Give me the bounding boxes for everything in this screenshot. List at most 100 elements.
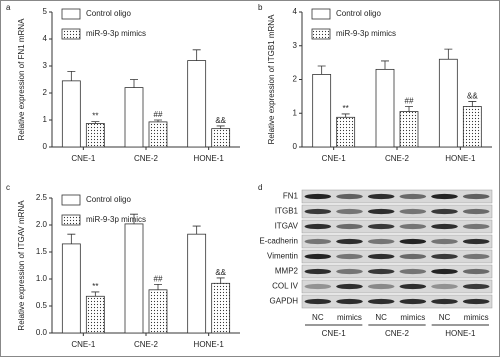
bar [124,87,144,148]
bar [312,74,332,148]
x-tick-label: CNE-1 [71,340,96,349]
band [304,253,332,260]
band [462,253,490,260]
legend-label: Control oligo [86,195,131,204]
band [462,238,490,245]
x-tick-label: HONE-1 [445,154,476,163]
band [431,253,458,260]
panel-label: b [258,3,263,12]
y-tick-label: 3 [43,61,48,70]
bar [124,223,144,334]
error-bar [67,71,76,81]
band [462,298,490,305]
band [462,223,490,230]
lane-label: mimics [337,313,362,322]
annotation: && [467,92,478,101]
y-tick-label: 0 [43,142,48,151]
error-bar [67,233,76,244]
band [462,193,490,200]
bar [148,289,168,334]
x-tick-label: CNE-2 [134,154,159,163]
y-tick-label: 2 [43,88,48,97]
legend-label: miR-9-3p mimics [86,215,146,224]
protein-label: ITGB1 [275,207,299,216]
group-label: CNE-1 [322,329,347,338]
x-tick-label: CNE-2 [385,154,410,163]
annotation: ** [92,112,98,121]
bar [211,128,231,148]
error-bar [154,284,162,290]
legend-label: Control oligo [86,9,131,18]
error-bar [192,49,201,61]
error-bar [216,277,225,284]
y-tick-label: 4 [43,34,48,43]
protein-label: GAPDH [270,297,299,306]
error-bar [317,65,326,75]
band [431,193,458,200]
legend-swatch [311,28,331,40]
x-tick-label: CNE-1 [71,154,96,163]
band [399,193,427,200]
band [431,268,458,275]
band [304,193,332,200]
x-tick-label: HONE-1 [194,340,225,349]
y-tick-label: 0.5 [36,301,48,310]
protein-label: COL IV [272,282,299,291]
bar [438,58,458,148]
band [367,223,395,230]
y-axis-title: Relative expression of ITGB1 mRNA [267,14,276,144]
protein-label: E-cadherin [259,237,298,246]
band [431,223,458,230]
bar [462,106,482,148]
error-bar [216,125,225,129]
band [431,298,458,305]
error-bar [444,48,453,60]
band [431,238,458,245]
band [399,268,427,275]
band [367,268,395,275]
lane-label: NC [439,313,451,322]
band [336,223,363,230]
error-bar [381,60,389,70]
error-bar [154,119,162,122]
band [336,268,363,275]
band [431,208,458,215]
band [336,193,363,200]
y-axis-title: Relative expression of FN1 mRNA [17,18,26,140]
blot-strip [301,189,493,204]
band [304,238,332,245]
error-bar [130,79,138,88]
band [367,238,395,245]
band [399,283,427,290]
blot-strip [301,279,493,294]
error-bar [91,121,100,124]
error-bar [91,291,100,297]
legend-label: Control oligo [336,9,381,18]
band [336,253,363,260]
blot-strip [301,249,493,264]
blot-strip [301,264,493,279]
lane-label: mimics [400,313,425,322]
bar [211,282,231,334]
bar [85,123,105,148]
y-tick-label: 1 [293,108,298,117]
error-bar [130,213,138,224]
band [462,283,490,290]
y-tick-label: 3 [293,41,298,50]
band [399,253,427,260]
band [367,253,395,260]
x-tick-label: HONE-1 [194,154,225,163]
y-tick-label: 0 [293,142,298,151]
band [336,238,363,245]
band [367,283,395,290]
band [336,283,363,290]
lane-label: NC [312,313,324,322]
y-tick-label: 2 [293,75,298,84]
annotation: ## [154,110,163,119]
band [399,298,427,305]
blot-strip [301,234,493,249]
legend-swatch [61,8,81,20]
protein-label: Vimentin [267,252,298,261]
band [431,283,458,290]
